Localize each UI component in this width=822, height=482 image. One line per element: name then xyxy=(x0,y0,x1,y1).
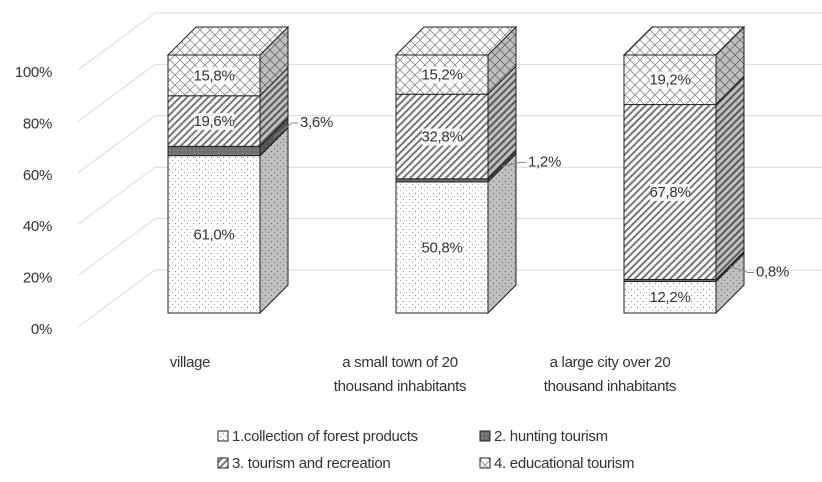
y-tick-label: 0% xyxy=(31,321,52,338)
data-label: 12,2% xyxy=(649,289,690,306)
x-tick-label: a large city over 20 xyxy=(550,354,671,371)
legend-swatch xyxy=(217,457,229,469)
data-label: 32,8% xyxy=(421,128,462,145)
x-tick-label: thousand inhabitants xyxy=(334,378,466,395)
bar-side-shade xyxy=(260,67,288,147)
legend-label: 4. educational tourism xyxy=(494,455,634,472)
data-label: 19,6% xyxy=(193,113,234,130)
label-bg xyxy=(650,71,690,89)
data-label: 67,8% xyxy=(649,184,690,201)
legend-label: 3. tourism and recreation xyxy=(232,455,390,472)
bar-side-shade xyxy=(488,153,516,313)
data-label: 15,8% xyxy=(193,67,234,84)
grid-line xyxy=(77,12,822,71)
label-bg xyxy=(422,128,462,146)
y-tick-label: 40% xyxy=(23,218,52,235)
label-bg xyxy=(194,113,234,131)
legend-label: 2. hunting tourism xyxy=(494,428,608,445)
bar-top xyxy=(394,26,518,56)
legend-swatch xyxy=(217,430,229,442)
x-tick-label: village xyxy=(170,354,210,371)
label-bg xyxy=(194,67,234,85)
data-label: 15,2% xyxy=(421,67,462,84)
label-bg xyxy=(194,226,234,244)
label-bg xyxy=(422,66,462,84)
legend-label: 1.collection of forest products xyxy=(232,428,418,445)
data-label: 61,0% xyxy=(193,226,234,243)
data-label: 50,8% xyxy=(421,239,462,256)
label-bg xyxy=(422,239,462,257)
grid-line xyxy=(77,166,822,225)
y-tick-label: 20% xyxy=(23,270,52,287)
y-tick-label: 80% xyxy=(23,115,52,132)
data-label: 19,2% xyxy=(649,72,690,89)
leader-line xyxy=(501,161,526,167)
label-bg xyxy=(650,289,690,307)
bar xyxy=(167,145,261,157)
legend-swatch xyxy=(479,457,491,469)
y-tick-label: 100% xyxy=(15,64,52,81)
y-tick-label: 60% xyxy=(23,167,52,184)
bar-side-shade xyxy=(260,127,288,314)
x-tick-label: a small town of 20 xyxy=(342,354,458,371)
bar-side-shade xyxy=(488,27,516,95)
leader-line xyxy=(273,122,298,138)
bar-side-shade xyxy=(716,76,744,280)
grid-line xyxy=(77,218,822,277)
label-bg xyxy=(650,183,690,201)
data-label: 1,2% xyxy=(528,153,561,170)
leader-line xyxy=(729,266,754,273)
x-tick-label: thousand inhabitants xyxy=(544,378,676,395)
legend-swatch xyxy=(479,430,491,442)
grid-line xyxy=(77,115,822,174)
bar-side-shade xyxy=(716,27,744,105)
bar-side-shade xyxy=(260,27,288,96)
grid-line xyxy=(77,63,822,122)
bar-side-shade xyxy=(488,66,516,179)
data-label: 3,6% xyxy=(300,114,333,131)
bar-top xyxy=(622,26,746,56)
bar-top xyxy=(166,26,290,56)
data-label: 0,8% xyxy=(756,263,789,280)
grid-line xyxy=(77,269,822,328)
